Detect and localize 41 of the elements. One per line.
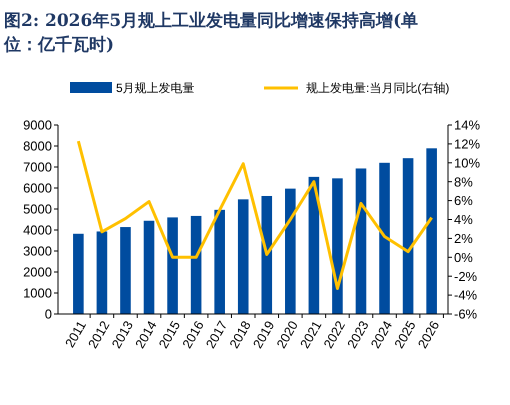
y2-tick-label: -2% xyxy=(454,268,478,284)
y2-tick-label: 6% xyxy=(454,193,474,208)
bar xyxy=(167,217,178,314)
bar xyxy=(402,158,414,314)
bar xyxy=(379,162,390,314)
y-tick-label: 3000 xyxy=(23,244,52,259)
bar xyxy=(214,210,225,314)
y-tick-label: 5000 xyxy=(23,202,52,217)
y2-tick-label: 10% xyxy=(454,155,480,170)
bar xyxy=(96,231,108,314)
bar xyxy=(261,196,272,314)
y-tick-label: 8000 xyxy=(23,138,52,154)
bar xyxy=(190,216,202,314)
y-tick-label: 0 xyxy=(44,306,52,322)
y-tick-label: 9000 xyxy=(23,118,52,133)
y-tick-label: 4000 xyxy=(23,222,52,238)
legend-label: 5月规上发电量 xyxy=(116,81,195,96)
bar xyxy=(238,199,249,314)
y2-tick-label: 0% xyxy=(454,250,474,265)
chart-title: 图2: 2026年5月规上工业发电量同比增速保持高增(单位：亿千瓦时) xyxy=(3,11,418,55)
bar xyxy=(332,178,343,314)
bar xyxy=(308,176,320,314)
bar xyxy=(73,234,84,314)
bar xyxy=(285,188,296,314)
bar xyxy=(426,148,437,314)
y2-tick-label: 14% xyxy=(454,118,480,133)
bar xyxy=(144,220,154,314)
bar xyxy=(356,168,366,314)
y2-tick-label: 8% xyxy=(454,174,474,190)
bar xyxy=(120,227,131,314)
y2-tick-label: 12% xyxy=(454,136,480,152)
line-series xyxy=(76,140,434,290)
y-tick-label: 7000 xyxy=(23,160,52,175)
y2-tick-label: -6% xyxy=(454,306,478,322)
y-tick-label: 1000 xyxy=(23,286,52,301)
y-tick-label: 6000 xyxy=(23,180,52,196)
legend-label: 规上发电量:当月同比(右轴) xyxy=(306,81,450,96)
y2-tick-label: -4% xyxy=(454,288,478,303)
y-tick-label: 2000 xyxy=(23,264,52,280)
y2-tick-label: 2% xyxy=(454,230,474,246)
y2-tick-label: 4% xyxy=(454,212,474,228)
